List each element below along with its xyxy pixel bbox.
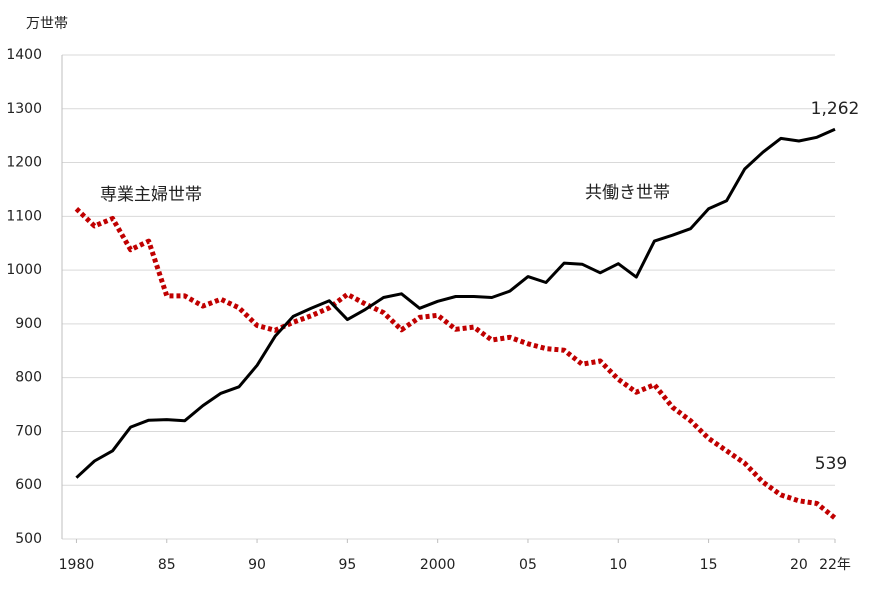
x-tick-label: 85 [158,557,176,573]
y-tick-label: 1400 [6,47,42,63]
value-label: 539 [815,454,847,474]
y-axis-label: 万世帯 [26,16,68,32]
y-tick-label: 1300 [6,101,42,117]
y-tick-label: 800 [15,370,42,386]
y-tick-label: 1100 [6,208,42,224]
x-tick-label: 05 [519,557,537,573]
series-line [74,206,837,520]
series-name: 専業主婦世帯 [100,185,202,205]
series-line [75,127,836,479]
x-tick-label: 1980 [59,557,95,573]
x-tick-label: 20 [790,557,808,573]
x-tick-label: 90 [248,557,266,573]
y-tick-label: 1000 [6,262,42,278]
x-tick-label: 2000 [420,557,456,573]
y-tick-label: 600 [15,477,42,493]
value-label: 1,262 [811,99,860,119]
y-tick-label: 700 [15,423,42,439]
series-name: 共働き世帯 [585,183,670,203]
x-tick-label: 10 [609,557,627,573]
y-tick-label: 1200 [6,155,42,171]
x-tick-label: 15 [700,557,718,573]
y-tick-label: 500 [15,531,42,547]
x-tick-label: 22年 [819,557,851,573]
x-tick-label: 95 [338,557,356,573]
y-tick-label: 900 [15,316,42,332]
